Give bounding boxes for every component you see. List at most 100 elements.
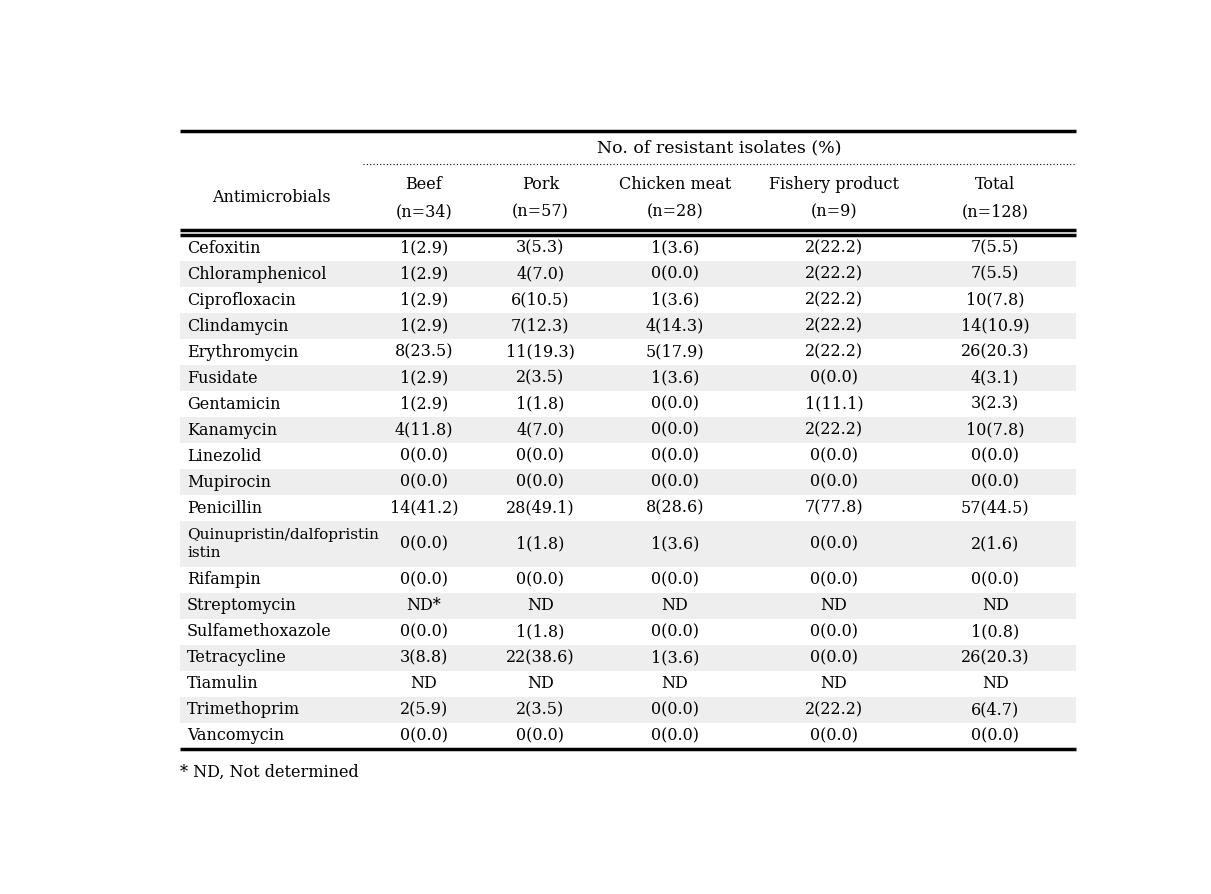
Text: 7(77.8): 7(77.8) — [804, 500, 863, 517]
Text: 1(2.9): 1(2.9) — [400, 266, 448, 283]
Text: ND: ND — [661, 597, 688, 614]
Text: No. of resistant isolates (%): No. of resistant isolates (%) — [597, 139, 842, 156]
Text: 0(0.0): 0(0.0) — [971, 474, 1020, 491]
Text: 4(11.8): 4(11.8) — [395, 422, 453, 439]
Text: Trimethoprim: Trimethoprim — [186, 702, 300, 719]
Text: 3(5.3): 3(5.3) — [516, 240, 564, 257]
Text: 14(10.9): 14(10.9) — [960, 317, 1029, 334]
Text: 0(0.0): 0(0.0) — [650, 448, 699, 465]
Text: 0(0.0): 0(0.0) — [400, 728, 448, 745]
Text: 1(2.9): 1(2.9) — [400, 370, 448, 387]
Text: istin: istin — [186, 546, 220, 561]
Text: 26(20.3): 26(20.3) — [960, 649, 1029, 666]
Text: 1(1.8): 1(1.8) — [516, 623, 564, 640]
Text: 1(0.8): 1(0.8) — [971, 623, 1020, 640]
Text: 3(2.3): 3(2.3) — [971, 396, 1020, 413]
Text: 6(4.7): 6(4.7) — [971, 702, 1020, 719]
Text: 11(19.3): 11(19.3) — [506, 343, 575, 361]
Bar — [179, 261, 1075, 287]
Text: 0(0.0): 0(0.0) — [650, 266, 699, 283]
Text: ND: ND — [982, 675, 1009, 692]
Text: 4(3.1): 4(3.1) — [971, 370, 1020, 387]
Text: 0(0.0): 0(0.0) — [650, 396, 699, 413]
Text: 26(20.3): 26(20.3) — [960, 343, 1029, 361]
Text: 28(49.1): 28(49.1) — [506, 500, 574, 517]
Text: 0(0.0): 0(0.0) — [971, 728, 1020, 745]
Text: 0(0.0): 0(0.0) — [650, 623, 699, 640]
Text: 0(0.0): 0(0.0) — [650, 728, 699, 745]
Text: Linezolid: Linezolid — [186, 448, 262, 465]
Text: 1(2.9): 1(2.9) — [400, 240, 448, 257]
Bar — [179, 339, 1075, 366]
Text: ND: ND — [411, 675, 437, 692]
Text: 2(5.9): 2(5.9) — [400, 702, 448, 719]
Text: 0(0.0): 0(0.0) — [810, 728, 857, 745]
Text: 2(3.5): 2(3.5) — [516, 702, 564, 719]
Text: 7(5.5): 7(5.5) — [971, 266, 1020, 283]
Text: Tetracycline: Tetracycline — [186, 649, 287, 666]
Bar — [179, 443, 1075, 469]
Bar — [179, 645, 1075, 670]
Text: Cefoxitin: Cefoxitin — [186, 240, 260, 257]
Text: 2(22.2): 2(22.2) — [805, 343, 863, 361]
Text: (n=34): (n=34) — [396, 204, 452, 221]
Text: ND: ND — [820, 675, 848, 692]
Text: Ciprofloxacin: Ciprofloxacin — [186, 291, 295, 308]
Text: 14(41.2): 14(41.2) — [390, 500, 458, 517]
Text: 0(0.0): 0(0.0) — [650, 474, 699, 491]
Text: 0(0.0): 0(0.0) — [810, 536, 857, 552]
Text: ND: ND — [820, 597, 848, 614]
Text: Streptomycin: Streptomycin — [186, 597, 297, 614]
Text: Chloramphenicol: Chloramphenicol — [186, 266, 327, 283]
Text: (n=57): (n=57) — [512, 204, 569, 221]
Text: ND: ND — [527, 675, 553, 692]
Text: 1(3.6): 1(3.6) — [650, 240, 699, 257]
Text: Fusidate: Fusidate — [186, 370, 258, 387]
Text: 10(7.8): 10(7.8) — [966, 422, 1025, 439]
Text: 22(38.6): 22(38.6) — [506, 649, 574, 666]
Bar — [179, 469, 1075, 495]
Bar — [179, 287, 1075, 313]
Text: 7(12.3): 7(12.3) — [511, 317, 569, 334]
Text: Penicillin: Penicillin — [186, 500, 262, 517]
Text: 0(0.0): 0(0.0) — [971, 448, 1020, 465]
Text: 0(0.0): 0(0.0) — [400, 571, 448, 588]
Text: 0(0.0): 0(0.0) — [516, 728, 564, 745]
Text: 2(22.2): 2(22.2) — [805, 422, 863, 439]
Text: ND: ND — [661, 675, 688, 692]
Text: 0(0.0): 0(0.0) — [400, 536, 448, 552]
Text: * ND, Not determined: * ND, Not determined — [179, 764, 358, 781]
Text: 0(0.0): 0(0.0) — [400, 448, 448, 465]
Bar — [179, 235, 1075, 261]
Text: 2(22.2): 2(22.2) — [805, 266, 863, 283]
Text: 0(0.0): 0(0.0) — [810, 474, 857, 491]
Text: 0(0.0): 0(0.0) — [810, 649, 857, 666]
Text: 0(0.0): 0(0.0) — [810, 571, 857, 588]
Text: ND*: ND* — [407, 597, 441, 614]
Text: 0(0.0): 0(0.0) — [516, 571, 564, 588]
Text: 1(2.9): 1(2.9) — [400, 317, 448, 334]
Text: ND: ND — [982, 597, 1009, 614]
Bar — [179, 593, 1075, 619]
Text: Chicken meat: Chicken meat — [619, 176, 731, 193]
Text: 0(0.0): 0(0.0) — [516, 448, 564, 465]
Text: 0(0.0): 0(0.0) — [810, 448, 857, 465]
Text: 7(5.5): 7(5.5) — [971, 240, 1020, 257]
Text: 1(2.9): 1(2.9) — [400, 291, 448, 308]
Text: Fishery product: Fishery product — [769, 176, 899, 193]
Text: 2(22.2): 2(22.2) — [805, 291, 863, 308]
Text: 0(0.0): 0(0.0) — [650, 702, 699, 719]
Text: 3(8.8): 3(8.8) — [400, 649, 448, 666]
Text: (n=9): (n=9) — [810, 204, 857, 221]
Text: Mupirocin: Mupirocin — [186, 474, 271, 491]
Bar — [179, 697, 1075, 723]
Text: Kanamycin: Kanamycin — [186, 422, 277, 439]
Text: 2(22.2): 2(22.2) — [805, 240, 863, 257]
Text: Beef: Beef — [406, 176, 442, 193]
Text: (n=28): (n=28) — [647, 204, 704, 221]
Text: 1(1.8): 1(1.8) — [516, 536, 564, 552]
Text: Clindamycin: Clindamycin — [186, 317, 288, 334]
Text: Sulfamethoxazole: Sulfamethoxazole — [186, 623, 332, 640]
Text: 0(0.0): 0(0.0) — [516, 474, 564, 491]
Text: 1(1.8): 1(1.8) — [516, 396, 564, 413]
